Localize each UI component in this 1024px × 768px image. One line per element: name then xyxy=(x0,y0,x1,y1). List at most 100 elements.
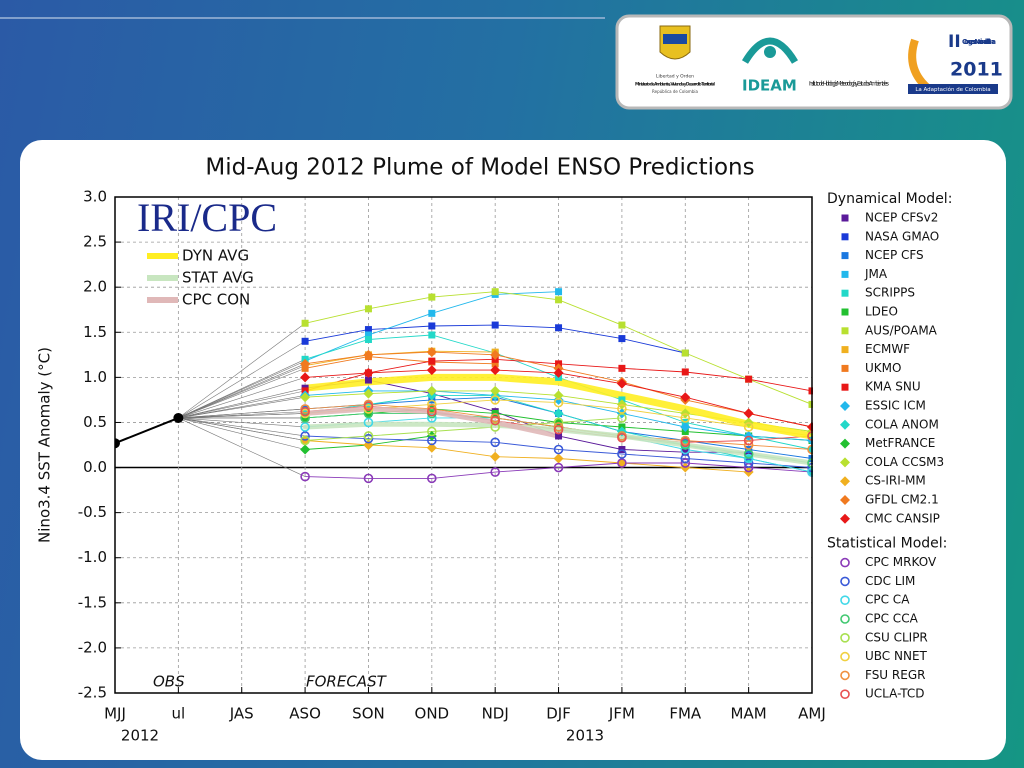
fan-line xyxy=(178,390,306,419)
marker xyxy=(300,444,311,455)
legend-label: KMA SNU xyxy=(865,380,921,394)
chart-title: Mid-Aug 2012 Plume of Model ENSO Predict… xyxy=(205,155,754,181)
marker xyxy=(553,397,564,408)
marker xyxy=(681,368,689,376)
legend-marker xyxy=(841,289,849,297)
fan-line xyxy=(178,411,306,419)
legend-label: COLA ANOM xyxy=(865,417,939,431)
marker xyxy=(553,390,564,401)
legend-marker xyxy=(840,438,850,449)
y-tick-label: 2.5 xyxy=(83,233,107,251)
fan-line xyxy=(178,417,306,437)
y-axis-label: Nino3.4 SST Anomaly (°C) xyxy=(36,347,54,543)
marker xyxy=(743,440,754,450)
x-tick-label: JFM xyxy=(608,705,635,723)
legend-label: UCLA-TCD xyxy=(865,687,925,701)
fan-line xyxy=(178,363,306,419)
marker xyxy=(363,367,374,378)
obs-annotation: OBS xyxy=(153,673,185,691)
congress-logo: II Congreso Nacional del Clima 2011 La A… xyxy=(908,32,1003,94)
legend-label: CSU CLIPR xyxy=(865,630,928,644)
marker xyxy=(428,322,436,330)
marker xyxy=(617,458,627,468)
marker xyxy=(553,408,564,419)
marker xyxy=(743,435,754,446)
marker xyxy=(363,417,374,428)
legend-marker xyxy=(840,670,850,681)
axes: 3.0 2.5 2.0 1.5 1.0 0.5 0.0 -0.5 -1.0 -1.5 -2.0 -2.… xyxy=(78,188,826,723)
y-tick-label: -2.5 xyxy=(78,684,107,702)
fan-line xyxy=(178,413,306,419)
marker xyxy=(808,446,813,454)
y-tick-label: 1.5 xyxy=(83,323,107,341)
marker xyxy=(743,458,754,468)
legend-label: CPC CA xyxy=(865,593,910,607)
marker xyxy=(363,388,374,399)
legend-marker xyxy=(841,327,849,335)
marker xyxy=(426,385,437,396)
marker xyxy=(680,437,691,448)
marker xyxy=(743,453,754,464)
marker xyxy=(553,462,564,473)
ministry-motto: Libertad y Orden xyxy=(656,74,694,80)
fan-line xyxy=(178,368,306,419)
congress-year: 2011 xyxy=(950,59,1003,81)
marker xyxy=(364,376,372,384)
ministry-country: República de Colombia xyxy=(652,89,698,94)
y-tick-label: 3.0 xyxy=(83,188,107,206)
x-tick-label: AMJ xyxy=(798,705,826,723)
marker xyxy=(490,395,500,405)
legend-label: JMA xyxy=(864,267,888,281)
marker xyxy=(555,296,563,304)
watermark: IRI/CPC xyxy=(137,195,277,240)
marker xyxy=(743,408,754,419)
legend-title: Dynamical Model: xyxy=(827,191,952,207)
marker xyxy=(363,404,374,414)
marker xyxy=(363,473,374,484)
legend-label: SCRIPPS xyxy=(865,286,915,300)
marker xyxy=(364,335,372,343)
ideam-acronym: IDEAM xyxy=(742,77,797,95)
marker xyxy=(490,467,500,477)
series-line xyxy=(305,417,622,441)
y-tick-label: -1.0 xyxy=(78,548,107,566)
x-tick-label: MJJ xyxy=(104,705,126,723)
plot-area xyxy=(115,288,813,484)
average-line xyxy=(302,421,813,466)
legend-marker xyxy=(840,401,850,411)
congress-number: II xyxy=(948,32,961,52)
marker xyxy=(743,449,754,459)
plot-frame xyxy=(114,196,813,694)
marker xyxy=(490,422,500,432)
congress-name: Congreso Nacional del Clima xyxy=(962,38,996,46)
legend-label: NCEP CFS xyxy=(865,248,924,262)
legend-label: MetFRANCE xyxy=(865,436,935,450)
legend-label: ECMWF xyxy=(865,342,910,356)
fan-line xyxy=(178,377,306,419)
legend-label: STAT AVG xyxy=(182,269,254,287)
y-tick-label: 0.0 xyxy=(83,458,107,476)
legend-title: Statistical Model: xyxy=(827,536,947,552)
legend-marker xyxy=(840,557,850,568)
marker xyxy=(428,293,436,301)
marker xyxy=(490,415,500,426)
ideam-arc xyxy=(741,37,799,64)
ideam-name: Instituto de Hidrología, Meteorología y … xyxy=(809,81,889,88)
congress-slogan: La Adaptación de Colombia xyxy=(915,86,990,93)
legend-marker xyxy=(840,495,850,505)
marker xyxy=(427,404,437,414)
legend-marker xyxy=(840,595,850,606)
average-line xyxy=(301,373,813,440)
marker xyxy=(300,372,311,383)
marker xyxy=(680,440,691,450)
marker xyxy=(490,413,500,423)
marker xyxy=(300,435,310,446)
marker xyxy=(428,309,436,317)
marker xyxy=(490,365,501,376)
legend-marker xyxy=(840,476,850,487)
legend-label: CPC CCA xyxy=(865,612,919,626)
marker xyxy=(553,424,564,435)
fan-line xyxy=(178,417,306,477)
marker xyxy=(300,413,310,423)
marker xyxy=(427,435,437,446)
